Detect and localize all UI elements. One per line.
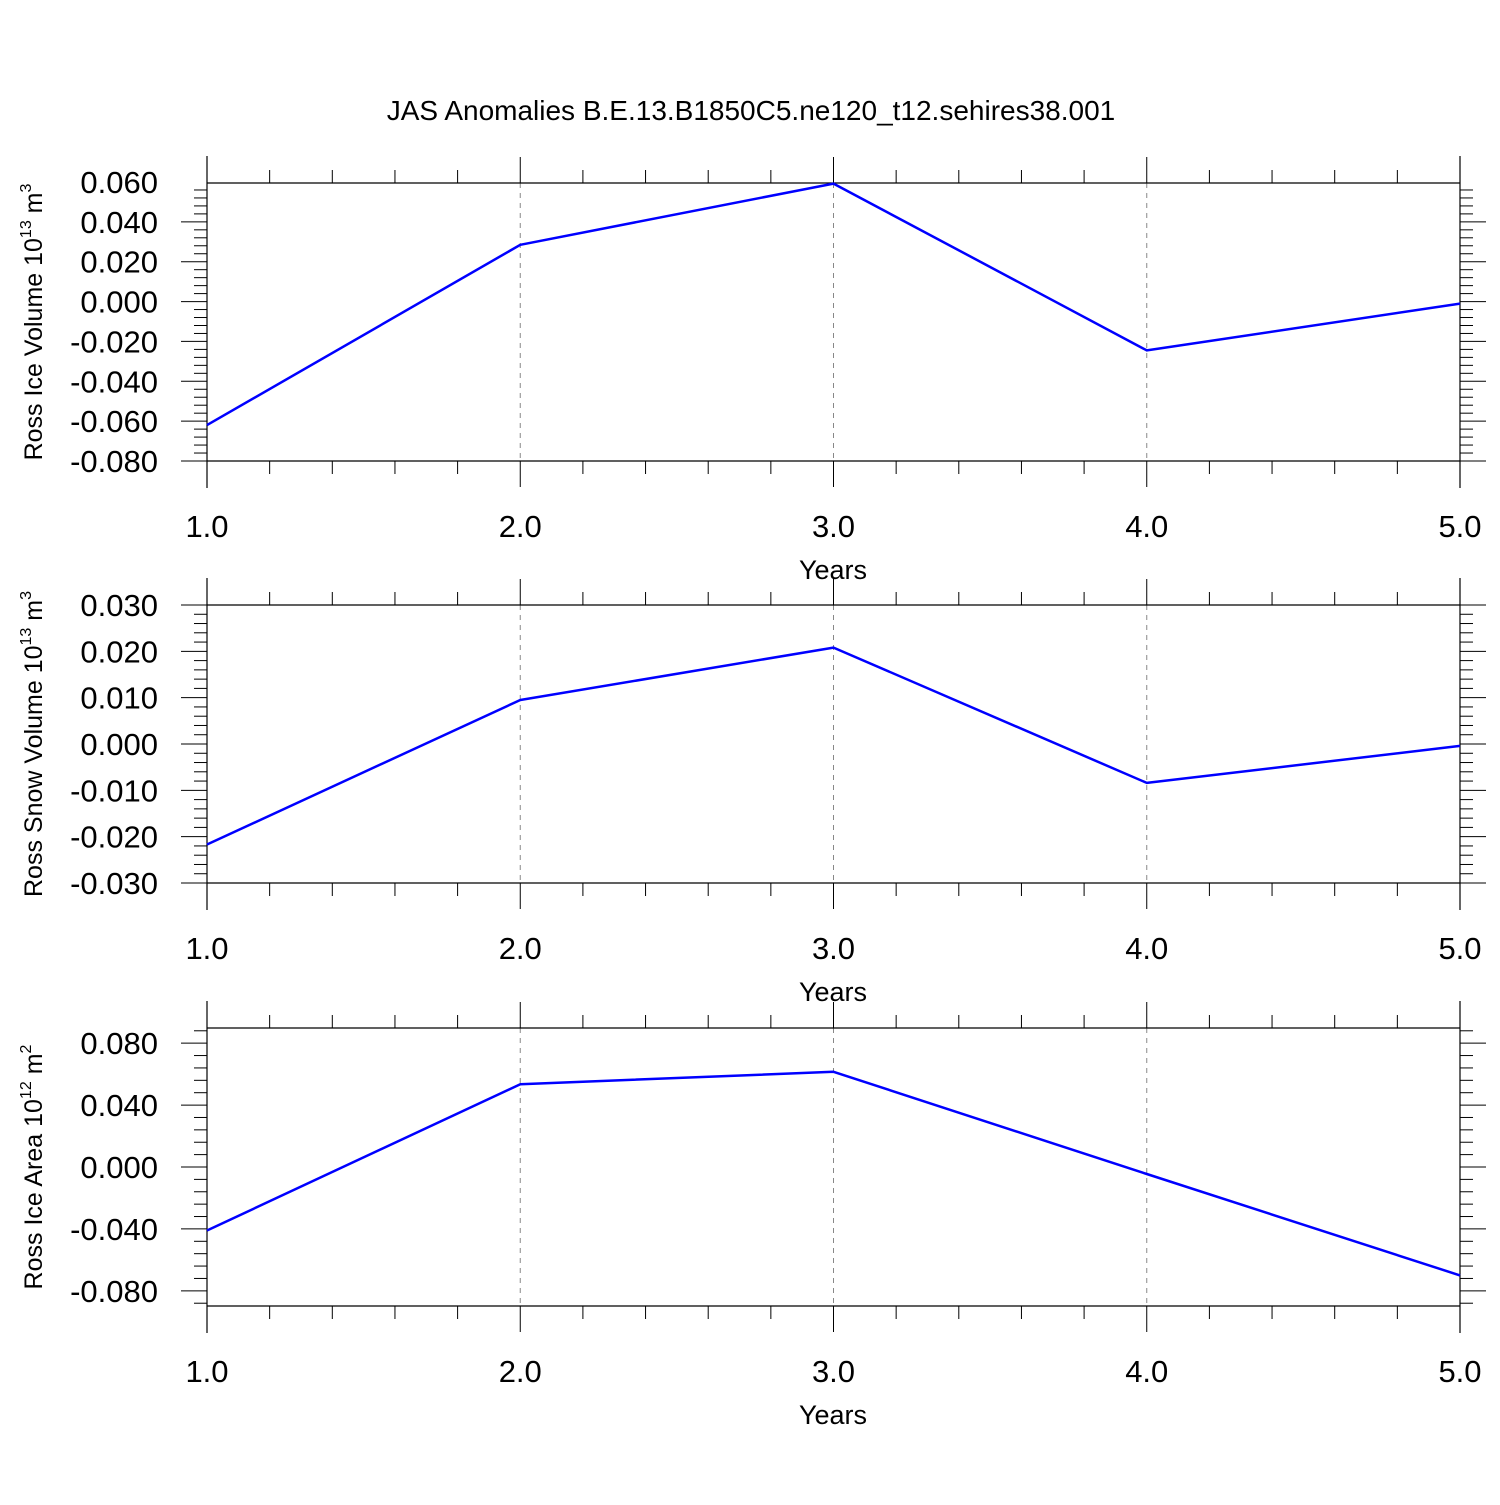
x-tick-label: 3.0 (812, 1354, 855, 1389)
x-tick-label: 1.0 (185, 509, 228, 544)
series-line (206, 646, 1461, 846)
x-tick-label: 1.0 (185, 1354, 228, 1389)
x-tick-label: 4.0 (1125, 931, 1168, 966)
y-tick-label: 0.010 (80, 681, 158, 716)
y-tick-label: 0.040 (80, 205, 158, 240)
y-tick-label: -0.080 (70, 444, 158, 479)
y-tick-label: 0.030 (80, 588, 158, 623)
y-tick-label: 0.060 (80, 165, 158, 200)
y-tick-label: -0.040 (70, 364, 158, 399)
y-tick-label: 0.000 (80, 1150, 158, 1185)
x-tick-label: 1.0 (185, 931, 228, 966)
chart-panel-2: 1.0 2.0 3.0 4.0 5.0 -0.030 -0.020 -0.010 0.000 0.… (18, 578, 1486, 1007)
y-axis-label: Ross Ice Volume 1013 m3 (18, 183, 48, 460)
y-tick-label: 0.020 (80, 634, 158, 669)
x-tick-label: 2.0 (499, 1354, 542, 1389)
x-tick-label: 5.0 (1438, 1354, 1481, 1389)
chart-panel-3: 1.0 2.0 3.0 4.0 5.0 -0.080 -0.040 0.000 0.040 0.0… (18, 1001, 1486, 1430)
y-tick-label: 0.000 (80, 727, 158, 762)
y-axis-label: Ross Ice Area 1012 m2 (18, 1044, 48, 1289)
x-tick-label: 3.0 (812, 509, 855, 544)
y-tick-label: -0.030 (70, 866, 158, 901)
series-line (206, 1070, 1461, 1277)
series-line (206, 182, 1461, 427)
y-tick-label: 0.040 (80, 1088, 158, 1123)
x-tick-label: 4.0 (1125, 509, 1168, 544)
y-tick-label: 0.080 (80, 1026, 158, 1061)
x-axis-label: Years (799, 1400, 867, 1430)
y-tick-label: -0.060 (70, 404, 158, 439)
chart-title: JAS Anomalies B.E.13.B1850C5.ne120_t12.s… (387, 95, 1116, 126)
chart-panel-1: 1.0 2.0 3.0 4.0 5.0 -0.080 -0.060 -0.040 -0.020 0… (18, 156, 1486, 585)
x-tick-label: 2.0 (499, 931, 542, 966)
x-tick-label: 2.0 (499, 509, 542, 544)
x-tick-label: 5.0 (1438, 509, 1481, 544)
y-tick-label: -0.020 (70, 820, 158, 855)
y-tick-label: -0.040 (70, 1212, 158, 1247)
x-tick-label: 5.0 (1438, 931, 1481, 966)
y-tick-label: -0.020 (70, 324, 158, 359)
y-tick-label: -0.010 (70, 773, 158, 808)
y-tick-label: 0.020 (80, 245, 158, 280)
y-axis-label: Ross Snow Volume 1013 m3 (18, 591, 48, 897)
x-tick-label: 4.0 (1125, 1354, 1168, 1389)
x-tick-label: 3.0 (812, 931, 855, 966)
y-tick-label: -0.080 (70, 1274, 158, 1309)
y-tick-label: 0.000 (80, 285, 158, 320)
